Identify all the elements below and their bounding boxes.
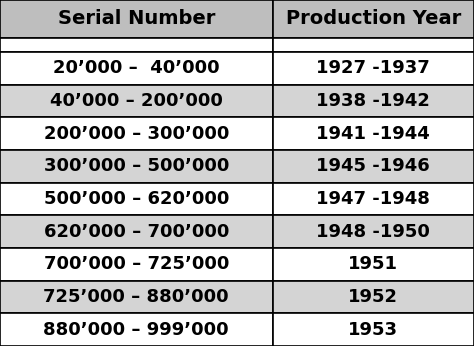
Bar	[273, 215, 474, 248]
Text: 700’000 – 725’000: 700’000 – 725’000	[44, 255, 229, 273]
Bar	[0, 85, 273, 117]
Text: 300’000 – 500’000: 300’000 – 500’000	[44, 157, 229, 175]
Bar	[273, 281, 474, 313]
Bar	[273, 313, 474, 346]
Text: 1951: 1951	[348, 255, 398, 273]
Text: 1948 -1950: 1948 -1950	[316, 223, 430, 241]
Text: 200’000 – 300’000: 200’000 – 300’000	[44, 125, 229, 143]
Bar	[273, 0, 474, 38]
Bar	[0, 281, 273, 313]
Bar	[273, 52, 474, 85]
Text: 1927 -1937: 1927 -1937	[317, 59, 430, 78]
Text: 725’000 – 880’000: 725’000 – 880’000	[44, 288, 229, 306]
Text: 1938 -1942: 1938 -1942	[316, 92, 430, 110]
Text: 40’000 – 200’000: 40’000 – 200’000	[50, 92, 223, 110]
Text: Serial Number: Serial Number	[57, 9, 215, 28]
Text: 20’000 –  40’000: 20’000 – 40’000	[53, 59, 219, 78]
Text: 1945 -1946: 1945 -1946	[317, 157, 430, 175]
Text: 1947 -1948: 1947 -1948	[316, 190, 430, 208]
Bar	[0, 183, 273, 215]
Bar	[273, 117, 474, 150]
Text: Production Year: Production Year	[286, 9, 461, 28]
Bar	[0, 38, 273, 52]
Text: 1941 -1944: 1941 -1944	[317, 125, 430, 143]
Bar	[0, 248, 273, 281]
Bar	[273, 38, 474, 52]
Text: 1952: 1952	[348, 288, 398, 306]
Bar	[0, 117, 273, 150]
Bar	[273, 248, 474, 281]
Text: 880’000 – 999’000: 880’000 – 999’000	[44, 321, 229, 339]
Text: 620’000 – 700’000: 620’000 – 700’000	[44, 223, 229, 241]
Bar	[0, 215, 273, 248]
Bar	[273, 183, 474, 215]
Bar	[0, 0, 273, 38]
Bar	[0, 313, 273, 346]
Bar	[273, 85, 474, 117]
Bar	[0, 52, 273, 85]
Text: 500’000 – 620’000: 500’000 – 620’000	[44, 190, 229, 208]
Bar	[273, 150, 474, 183]
Text: 1953: 1953	[348, 321, 398, 339]
Bar	[0, 150, 273, 183]
